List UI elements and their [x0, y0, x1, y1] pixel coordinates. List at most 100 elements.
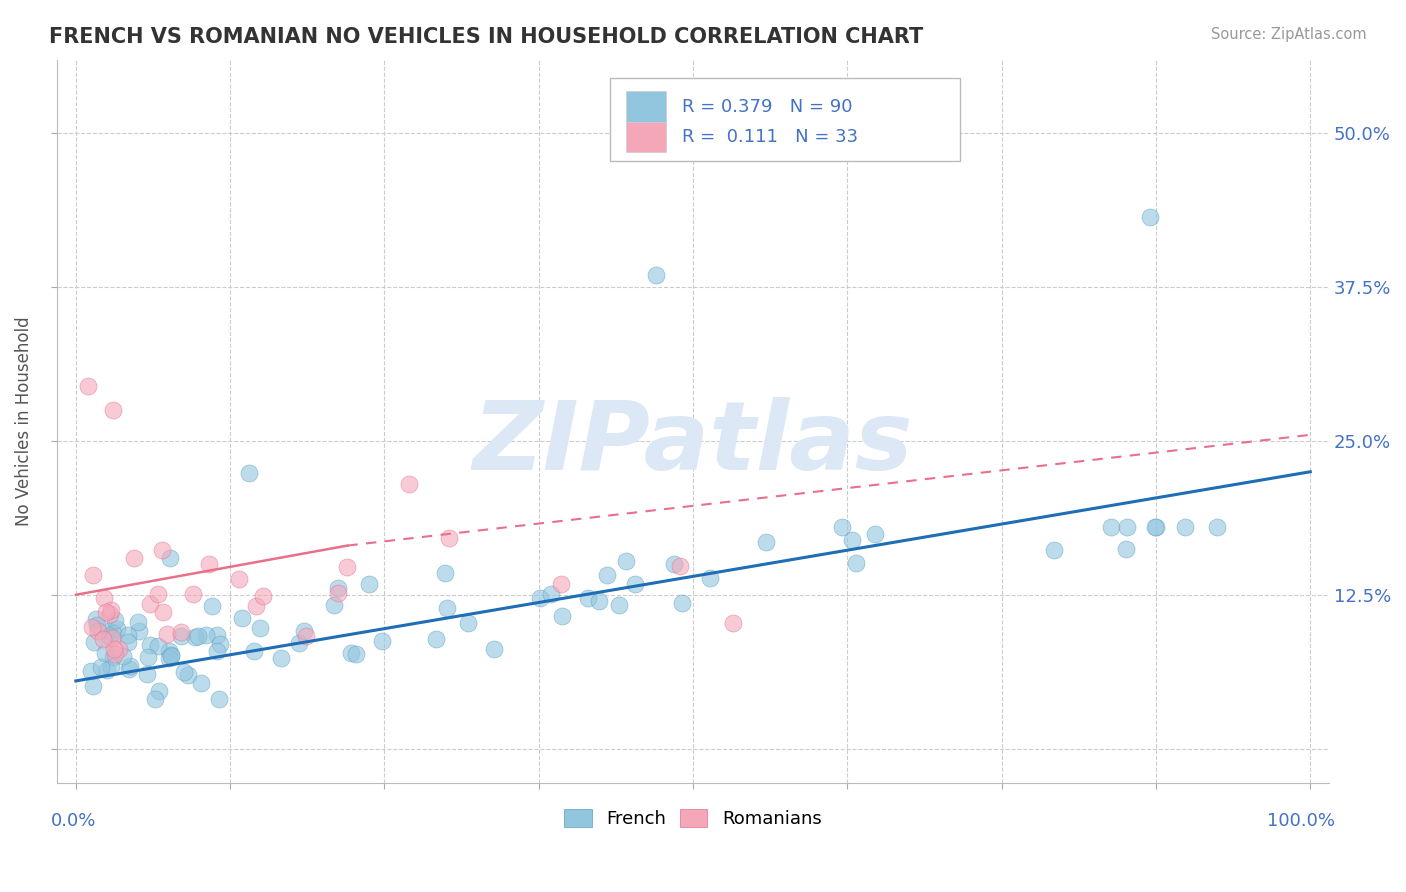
Point [578, 591, 600, 605]
Point [148, 684, 170, 698]
Point [1143, 520, 1166, 534]
Point [326, 586, 349, 600]
Point [243, 644, 266, 658]
Point [1174, 520, 1197, 534]
Text: 0.0%: 0.0% [51, 813, 97, 830]
Point [699, 571, 721, 585]
Point [645, 268, 668, 282]
Point [238, 466, 260, 480]
Point [157, 651, 180, 665]
Point [108, 642, 131, 657]
Point [755, 535, 778, 549]
Point [359, 577, 381, 591]
Point [103, 642, 125, 657]
Point [112, 649, 135, 664]
Point [346, 648, 368, 662]
Point [1099, 520, 1122, 534]
Point [98, 607, 121, 622]
FancyBboxPatch shape [626, 122, 666, 153]
Point [150, 542, 173, 557]
Point [159, 551, 181, 566]
Point [82, 620, 104, 634]
Point [100, 603, 122, 617]
Point [529, 591, 551, 605]
Point [136, 649, 159, 664]
Point [170, 625, 193, 640]
Point [146, 640, 169, 654]
Point [228, 573, 250, 587]
Point [98, 624, 121, 639]
Point [98, 629, 121, 643]
Point [127, 615, 149, 630]
Point [122, 550, 145, 565]
Point [187, 629, 209, 643]
Point [1115, 541, 1137, 556]
Text: FRENCH VS ROMANIAN NO VEHICLES IN HOUSEHOLD CORRELATION CHART: FRENCH VS ROMANIAN NO VEHICLES IN HOUSEH… [49, 27, 924, 46]
Point [437, 531, 460, 545]
Point [86, 618, 108, 632]
Point [249, 621, 271, 635]
Point [1139, 210, 1161, 224]
Point [183, 587, 205, 601]
Text: R =  0.111   N = 33: R = 0.111 N = 33 [682, 128, 858, 146]
Point [90, 659, 112, 673]
Point [436, 601, 458, 615]
Point [173, 665, 195, 680]
Text: Source: ZipAtlas.com: Source: ZipAtlas.com [1211, 27, 1367, 42]
Point [118, 658, 141, 673]
Point [614, 554, 637, 568]
Point [340, 646, 363, 660]
Point [184, 631, 207, 645]
Point [139, 638, 162, 652]
FancyBboxPatch shape [610, 78, 960, 161]
Point [101, 631, 124, 645]
Point [96, 605, 118, 619]
Text: ZIPatlas: ZIPatlas [472, 397, 914, 490]
Point [288, 636, 311, 650]
Point [845, 556, 868, 570]
Point [588, 594, 610, 608]
Point [1206, 520, 1229, 534]
Point [841, 533, 863, 547]
Point [104, 613, 127, 627]
Point [93, 591, 115, 605]
Point [160, 648, 183, 662]
Point [292, 624, 315, 638]
Point [152, 605, 174, 619]
Point [82, 679, 104, 693]
Point [245, 599, 267, 614]
Point [208, 637, 231, 651]
Point [135, 667, 157, 681]
Point [105, 622, 128, 636]
Point [1043, 542, 1066, 557]
Point [550, 609, 572, 624]
Point [1144, 520, 1167, 534]
Point [198, 557, 221, 571]
Point [231, 611, 253, 625]
Point [434, 566, 457, 581]
Point [117, 634, 139, 648]
Point [139, 597, 162, 611]
Point [77, 378, 100, 392]
Point [101, 403, 124, 417]
Point [721, 615, 744, 630]
Point [101, 625, 124, 640]
Point [863, 527, 886, 541]
Point [831, 520, 853, 534]
Y-axis label: No Vehicles in Household: No Vehicles in Household [15, 317, 32, 526]
Point [201, 599, 224, 613]
Point [100, 660, 122, 674]
Point [425, 632, 447, 646]
Point [328, 581, 350, 595]
Point [323, 599, 346, 613]
Point [207, 628, 229, 642]
Point [624, 577, 647, 591]
Text: R = 0.379   N = 90: R = 0.379 N = 90 [682, 97, 852, 116]
Point [252, 589, 274, 603]
Point [482, 642, 505, 657]
Point [1115, 520, 1137, 534]
Point [146, 586, 169, 600]
Point [117, 628, 139, 642]
Point [159, 644, 181, 658]
Point [664, 557, 686, 571]
